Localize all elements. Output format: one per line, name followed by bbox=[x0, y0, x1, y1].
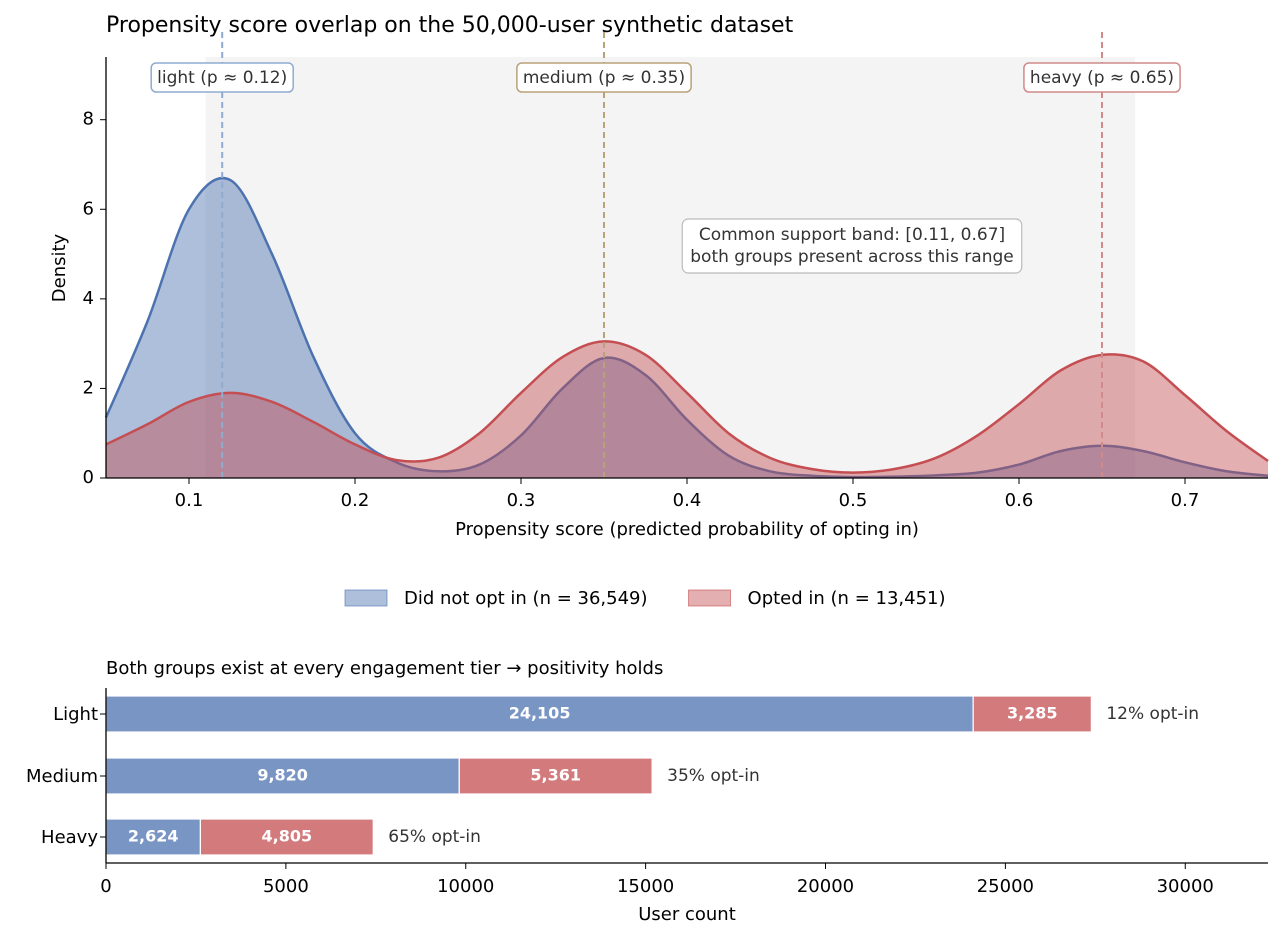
y-tick-label: 4 bbox=[83, 288, 94, 309]
x-tick-label: 0.7 bbox=[1171, 490, 1200, 511]
legend-swatch bbox=[344, 589, 388, 607]
x-tick-label: 5000 bbox=[263, 876, 309, 897]
bar-value-label: 4,805 bbox=[262, 827, 313, 846]
marker-label: heavy (p ≈ 0.65) bbox=[1030, 68, 1174, 88]
bar-note: 65% opt-in bbox=[388, 827, 481, 847]
marker-label: medium (p ≈ 0.35) bbox=[523, 68, 685, 88]
bar-note: 12% opt-in bbox=[1106, 704, 1199, 724]
bar-segment bbox=[105, 757, 460, 795]
y-tick-label: Light bbox=[53, 704, 98, 725]
legend-swatch bbox=[688, 589, 732, 607]
x-tick-label: 0.1 bbox=[175, 490, 204, 511]
marker-label-box bbox=[150, 62, 294, 93]
annotation-text: Common support band: [0.11, 0.67] bbox=[699, 225, 1005, 245]
bar-segment bbox=[972, 695, 1092, 733]
bar-segment bbox=[105, 695, 974, 733]
marker-label: light (p ≈ 0.12) bbox=[157, 68, 287, 88]
bar-segment bbox=[105, 818, 201, 856]
annotation-text: both groups present across this range bbox=[690, 247, 1013, 267]
x-tick-label: 25000 bbox=[977, 876, 1034, 897]
x-tick-label: 20000 bbox=[797, 876, 854, 897]
legend-label: Opted in (n = 13,451) bbox=[748, 588, 946, 609]
y-tick-label: 2 bbox=[83, 377, 94, 398]
bar-value-label: 9,820 bbox=[257, 766, 308, 785]
bar-value-label: 5,361 bbox=[530, 766, 581, 785]
x-tick-label: 0 bbox=[100, 876, 111, 897]
y-tick-label: 8 bbox=[83, 109, 94, 130]
marker-label-box bbox=[1023, 62, 1181, 93]
x-tick-label: 10000 bbox=[437, 876, 494, 897]
x-axis-label: Propensity score (predicted probability … bbox=[455, 519, 919, 540]
annotation-box bbox=[681, 218, 1023, 274]
bar-value-label: 3,285 bbox=[1007, 704, 1058, 723]
y-tick-label: 6 bbox=[83, 198, 94, 219]
x-tick-label: 0.2 bbox=[341, 490, 370, 511]
y-tick-label: Medium bbox=[26, 766, 98, 787]
subplot-title: Both groups exist at every engagement ti… bbox=[106, 658, 663, 679]
chart-title: Propensity score overlap on the 50,000-u… bbox=[106, 13, 794, 38]
marker-label-box bbox=[516, 62, 692, 93]
x-tick-label: 0.6 bbox=[1005, 490, 1034, 511]
legend-label: Did not opt in (n = 36,549) bbox=[404, 588, 648, 609]
bar-value-label: 2,624 bbox=[128, 827, 179, 846]
x-axis-label: User count bbox=[638, 904, 736, 925]
density-area bbox=[106, 178, 1268, 478]
density-area bbox=[106, 341, 1268, 478]
y-tick-label: Heavy bbox=[41, 827, 98, 848]
x-tick-label: 0.4 bbox=[673, 490, 702, 511]
bar-segment bbox=[458, 757, 653, 795]
bar-segment bbox=[199, 818, 374, 856]
y-axis-label: Density bbox=[49, 233, 70, 302]
bar-note: 35% opt-in bbox=[667, 766, 760, 786]
bar-value-label: 24,105 bbox=[509, 704, 571, 723]
density-line bbox=[104, 177, 1269, 479]
density-line bbox=[105, 340, 1269, 474]
x-tick-label: 0.5 bbox=[839, 490, 868, 511]
x-tick-label: 0.3 bbox=[507, 490, 536, 511]
x-tick-label: 15000 bbox=[617, 876, 674, 897]
x-tick-label: 30000 bbox=[1157, 876, 1214, 897]
y-tick-label: 0 bbox=[83, 467, 94, 488]
